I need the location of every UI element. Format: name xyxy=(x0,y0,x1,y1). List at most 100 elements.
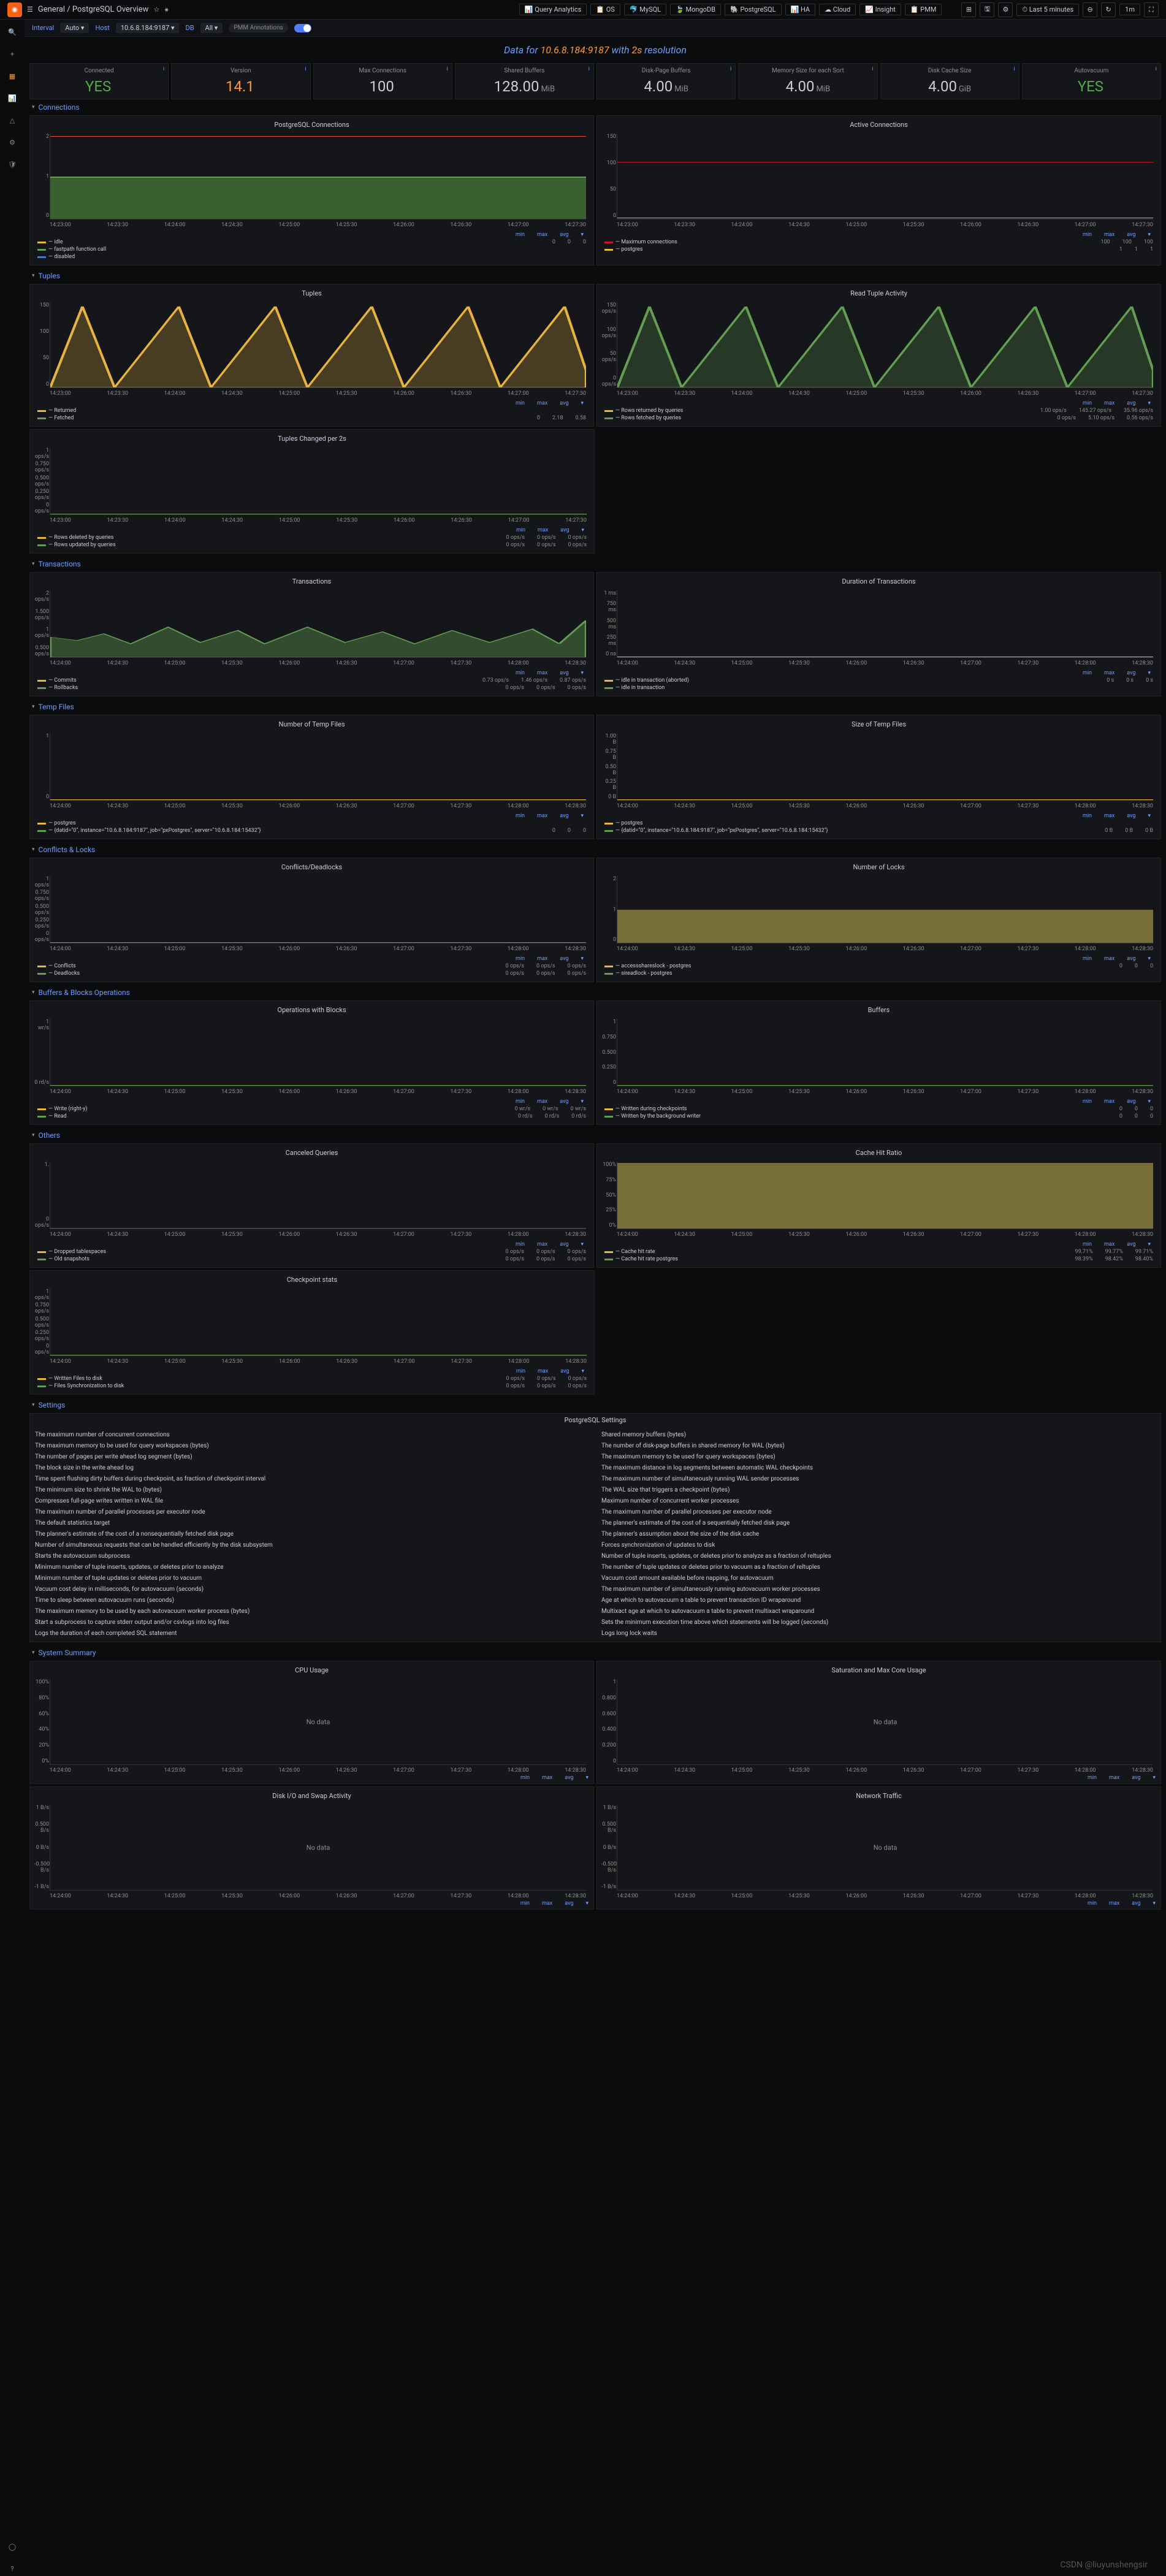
refresh-interval[interactable]: 1m xyxy=(1119,4,1140,15)
menu-icon[interactable]: ☰ xyxy=(27,6,33,13)
chart[interactable]: 10 xyxy=(50,733,586,801)
section-settings[interactable]: Settings xyxy=(25,1397,1166,1413)
legend-item[interactable]: — Old snapshots0 ops/s0 ops/s0 ops/s xyxy=(37,1256,586,1262)
config-icon[interactable]: ⚙ xyxy=(5,135,20,150)
chart[interactable]: 1 B/s0.500 B/s0 B/s-0.500 B/s-1 B/s No d… xyxy=(617,1805,1153,1891)
legend-item[interactable]: — Rows deleted by queries0 ops/s0 ops/s0… xyxy=(37,535,587,541)
legend-item[interactable]: — Written Files to disk0 ops/s0 ops/s0 o… xyxy=(37,1376,587,1382)
legend-item[interactable]: — Returned xyxy=(37,408,586,414)
legend-item[interactable]: — {datid="0", instance="10.6.8.184:9187"… xyxy=(37,828,586,834)
chart[interactable]: 100%80%60%40%20%0% No data xyxy=(50,1679,586,1765)
section-transactions[interactable]: Transactions xyxy=(25,556,1166,572)
legend-item[interactable]: — Rollbacks0 ops/s0 ops/s0 ops/s xyxy=(37,685,586,691)
zoom-out-icon[interactable]: ⊖ xyxy=(1083,2,1097,17)
legend-item[interactable]: — idle in transaction xyxy=(604,685,1153,691)
info-icon[interactable]: i xyxy=(589,66,590,72)
legend-item[interactable]: — postgres xyxy=(37,820,586,826)
chart[interactable]: 1 ops/s0.750 ops/s0.500 ops/s0.250 ops/s… xyxy=(50,448,587,515)
chart[interactable]: 1 B/s0.500 B/s0 B/s-0.500 B/s-1 B/s No d… xyxy=(50,1805,586,1891)
legend-item[interactable]: — Commits0.73 ops/s1.46 ops/s0.87 ops/s xyxy=(37,677,586,684)
share-icon[interactable]: ⚹ xyxy=(164,6,169,14)
legend-item[interactable]: — postgres xyxy=(604,820,1153,826)
section-conflicts-locks[interactable]: Conflicts & Locks xyxy=(25,842,1166,858)
section-system-summary[interactable]: System Summary xyxy=(25,1645,1166,1661)
stat-card[interactable]: iMemory Size for each Sort4.00MiB xyxy=(738,63,877,99)
chart[interactable]: 210 xyxy=(50,134,586,219)
legend-item[interactable]: — fastpath function call xyxy=(37,246,586,253)
section-others[interactable]: Others xyxy=(25,1127,1166,1143)
section-tuples[interactable]: Tuples xyxy=(25,268,1166,284)
chart[interactable]: 150100500 xyxy=(50,302,586,388)
user-icon[interactable]: ◯ xyxy=(5,2539,20,2554)
chart[interactable]: 1 ops/s0.750 ops/s0.500 ops/s0.250 ops/s… xyxy=(50,876,586,943)
legend-item[interactable]: — Dropped tablespaces0 ops/s0 ops/s0 ops… xyxy=(37,1249,586,1255)
chart[interactable]: 2 ops/s1.500 ops/s1 ops/s0.500 ops/s xyxy=(50,590,586,658)
insight-link[interactable]: 📈 Insight xyxy=(859,4,901,15)
settings-icon[interactable]: ⚙ xyxy=(998,2,1013,17)
chart[interactable]: 210 xyxy=(617,876,1153,943)
legend-item[interactable]: — {datid="0", instance="10.6.8.184:9187"… xyxy=(604,828,1153,834)
info-icon[interactable]: i xyxy=(730,66,731,72)
chart[interactable]: 10.8000.6000.4000.2000 No data xyxy=(617,1679,1153,1765)
info-icon[interactable]: i xyxy=(163,66,164,72)
save-icon[interactable]: 🖫 xyxy=(980,2,994,17)
pmm-annotations-toggle[interactable] xyxy=(294,24,311,32)
grafana-logo[interactable]: ◉ xyxy=(7,2,22,17)
legend-item[interactable]: — idle000 xyxy=(37,239,586,245)
stat-card[interactable]: iConnectedYES xyxy=(29,63,169,99)
legend-item[interactable]: — Written during checkpoints000 xyxy=(604,1106,1153,1112)
info-icon[interactable]: i xyxy=(872,66,873,72)
tv-mode-icon[interactable]: ⛶ xyxy=(1144,2,1159,17)
legend-item[interactable]: — disabled xyxy=(37,254,586,260)
query-analytics-link[interactable]: 📊 Query Analytics xyxy=(519,4,587,15)
search-icon[interactable]: 🔍 xyxy=(5,25,20,39)
legend-item[interactable]: — Cache hit rate99.71%99.77%99.71% xyxy=(604,1249,1153,1255)
chart[interactable]: 10.7500.5000.2500 xyxy=(617,1019,1153,1086)
ha-link[interactable]: 📊 HA xyxy=(785,4,816,15)
pmm-link[interactable]: 📋 PMM xyxy=(905,4,942,15)
var-db-select[interactable]: All ▾ xyxy=(200,23,223,33)
os-link[interactable]: 📋 OS xyxy=(590,4,620,15)
legend-item[interactable]: — idle in transaction (aborted)0 s0 s0 s xyxy=(604,677,1153,684)
stat-card[interactable]: iDisk-Page Buffers4.00MiB xyxy=(596,63,736,99)
legend-item[interactable]: — Written by the background writer000 xyxy=(604,1113,1153,1119)
section-buffers-blocks[interactable]: Buffers & Blocks Operations xyxy=(25,985,1166,1000)
stat-card[interactable]: iDisk Cache Size4.00GiB xyxy=(880,63,1019,99)
section-connections[interactable]: Connections xyxy=(25,99,1166,115)
legend-item[interactable]: — Rows updated by queries0 ops/s0 ops/s0… xyxy=(37,542,587,548)
admin-icon[interactable]: 🛡 xyxy=(5,157,20,172)
plus-icon[interactable]: + xyxy=(5,47,20,61)
chart[interactable]: 1.00 B0.75 B0.50 B0.25 B0 B xyxy=(617,733,1153,801)
legend-item[interactable]: — Maximum connections100100100 xyxy=(604,239,1153,245)
info-icon[interactable]: i xyxy=(1014,66,1015,72)
breadcrumb[interactable]: General / PostgreSQL Overview xyxy=(38,5,149,14)
var-interval-select[interactable]: Auto ▾ xyxy=(60,23,89,33)
info-icon[interactable]: i xyxy=(447,66,448,72)
legend-item[interactable]: — Rows fetched by queries0 ops/s5.10 ops… xyxy=(604,415,1153,421)
chart[interactable]: 150100500 xyxy=(617,134,1153,219)
stat-card[interactable]: iVersion14.1 xyxy=(171,63,310,99)
info-icon[interactable]: i xyxy=(305,66,306,72)
legend-item[interactable]: — Read0 rd/s0 rd/s0 rd/s xyxy=(37,1113,586,1119)
info-icon[interactable]: i xyxy=(1156,66,1157,72)
stat-card[interactable]: iMax Connections100 xyxy=(313,63,452,99)
var-host-select[interactable]: 10.6.8.184:9187 ▾ xyxy=(116,23,180,33)
legend-item[interactable]: — accessshareslock - postgres000 xyxy=(604,963,1153,969)
mysql-link[interactable]: 🐬 MySQL xyxy=(624,4,666,15)
section-temp-files[interactable]: Temp Files xyxy=(25,699,1166,715)
legend-item[interactable]: — sireadlock - postgres xyxy=(604,970,1153,977)
legend-item[interactable]: — Files Synchronization to disk0 ops/s0 … xyxy=(37,1383,587,1389)
explore-icon[interactable]: 📊 xyxy=(5,91,20,105)
stat-card[interactable]: iShared Buffers128.00MiB xyxy=(455,63,594,99)
legend-item[interactable]: — Conflicts0 ops/s0 ops/s0 ops/s xyxy=(37,963,586,969)
legend-item[interactable]: — Deadlocks0 ops/s0 ops/s0 ops/s xyxy=(37,970,586,977)
star-icon[interactable]: ☆ xyxy=(153,6,159,13)
stat-card[interactable]: iAutovacuumYES xyxy=(1022,63,1161,99)
chart[interactable]: 1 ms750 ms500 ms250 ms0 ns xyxy=(617,590,1153,658)
alerting-icon[interactable]: △ xyxy=(5,113,20,128)
legend-item[interactable]: — postgres111 xyxy=(604,246,1153,253)
help-icon[interactable]: ? xyxy=(5,2561,20,2576)
refresh-icon[interactable]: ↻ xyxy=(1101,2,1116,17)
chart[interactable]: 150 ops/s100 ops/s50 ops/s0 ops/s xyxy=(617,302,1153,388)
chart[interactable]: 1.0 ops/s xyxy=(50,1162,586,1229)
